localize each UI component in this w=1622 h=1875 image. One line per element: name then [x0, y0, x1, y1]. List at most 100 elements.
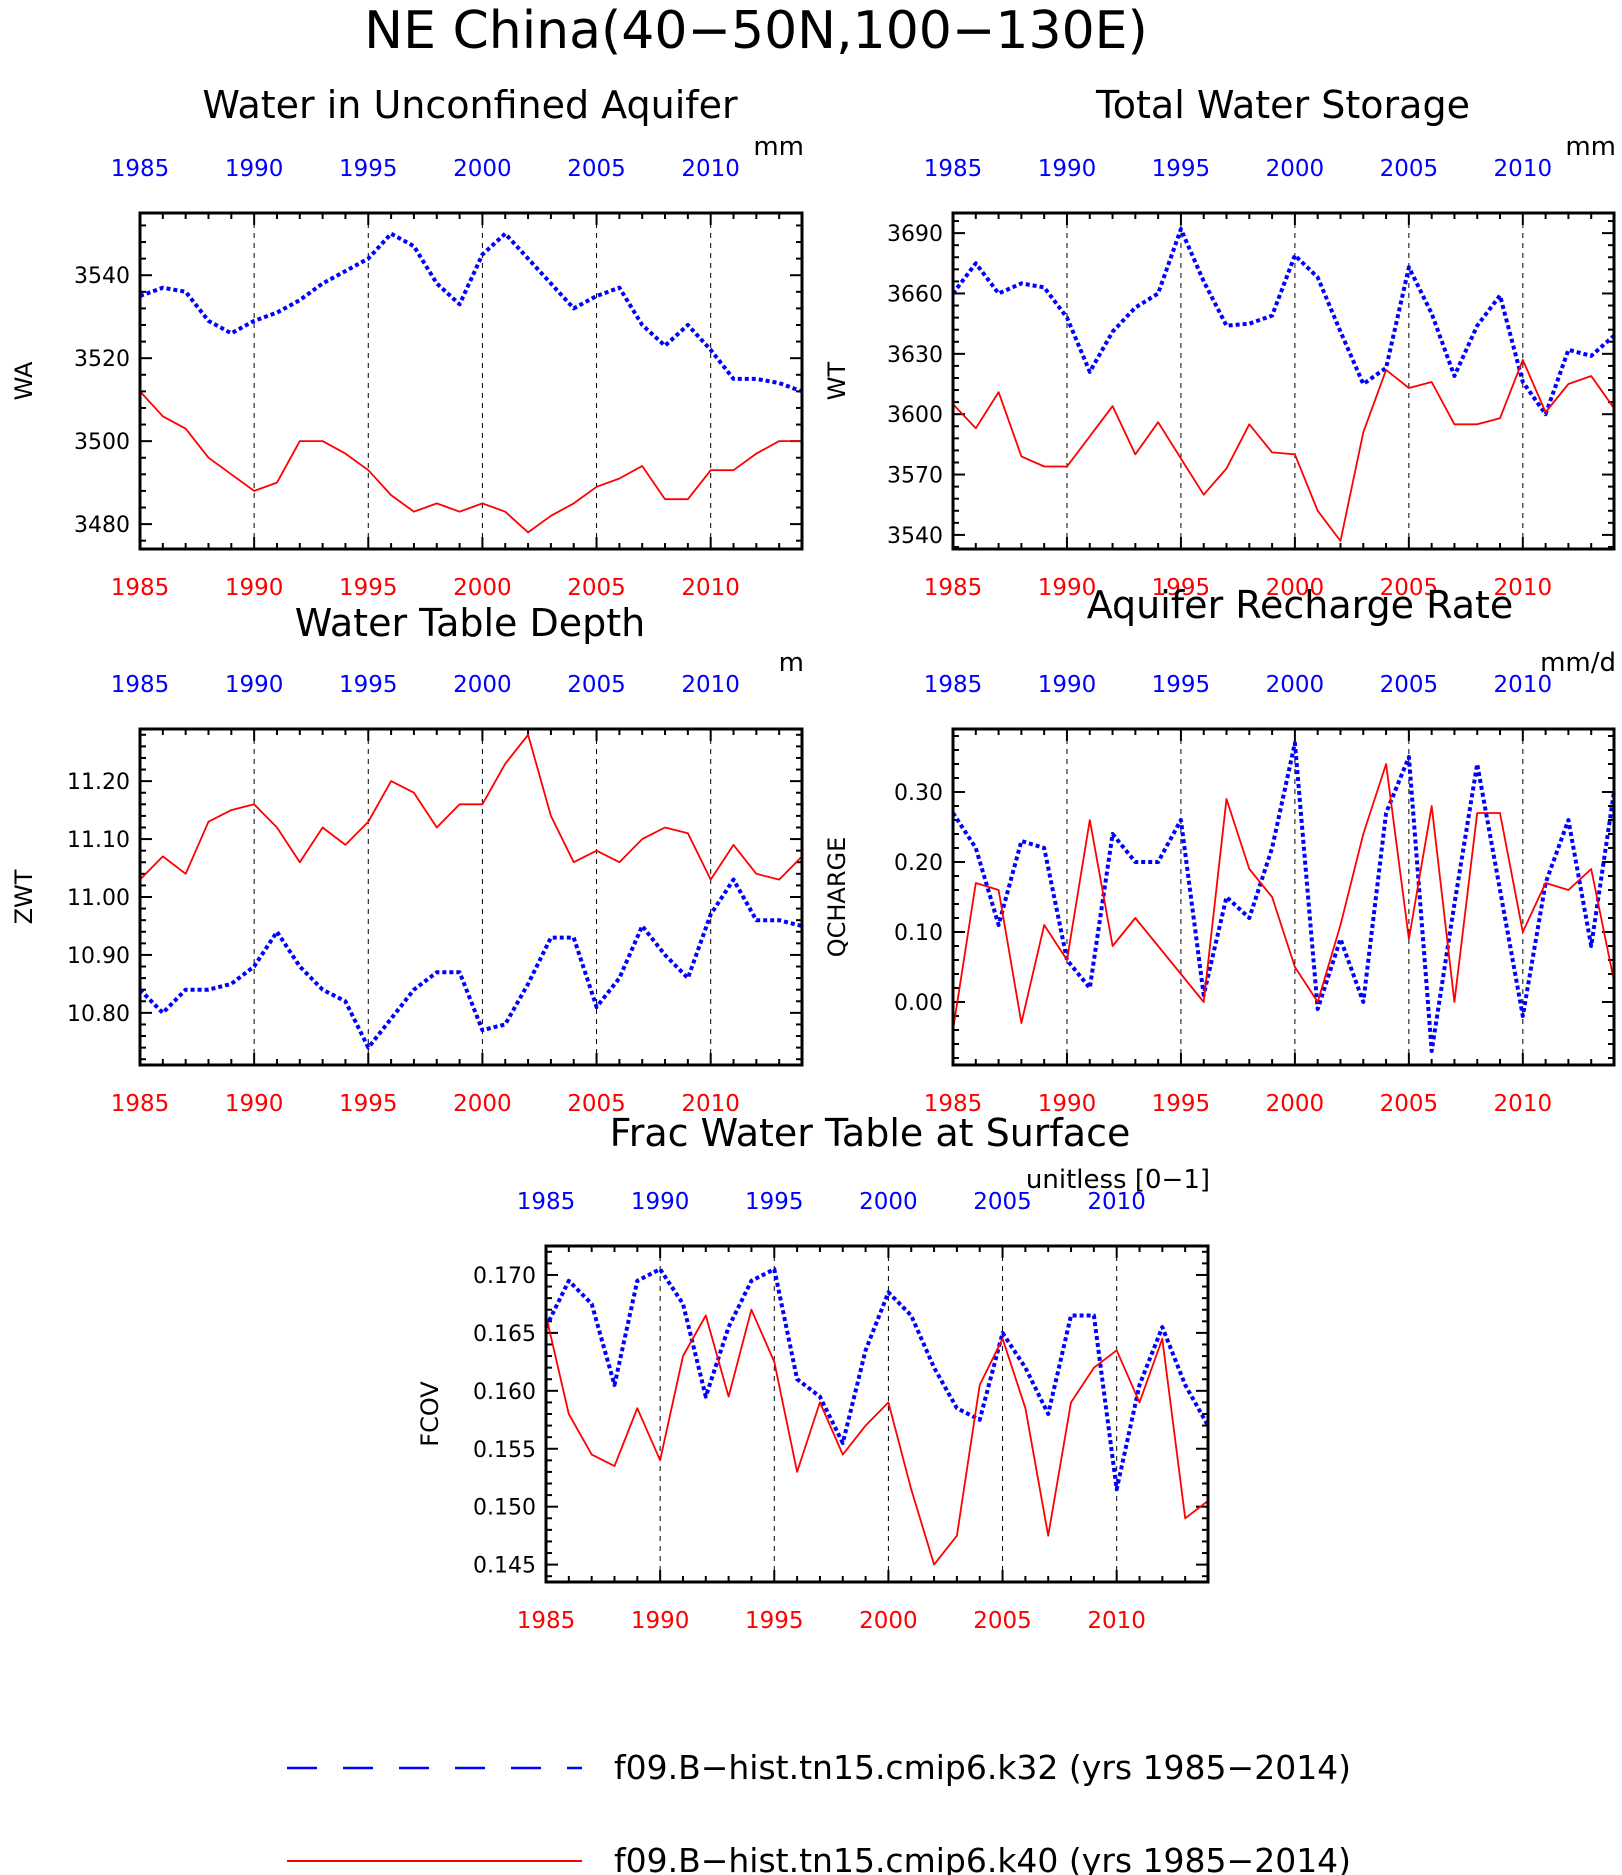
- x-tick-label-bottom: 1995: [339, 1091, 398, 1117]
- y-tick-label: 0.20: [894, 851, 943, 876]
- x-tick-label-top: 2005: [567, 156, 626, 182]
- panel-units: mm: [1565, 132, 1616, 162]
- x-tick-label-bottom: 2005: [567, 1091, 626, 1117]
- y-tick-label: 0.165: [473, 1322, 536, 1347]
- y-axis-label: ZWT: [10, 869, 38, 924]
- y-tick-label: 0.00: [894, 991, 943, 1016]
- x-tick-label-bottom: 1990: [225, 1091, 284, 1117]
- panel-title: Total Water Storage: [1095, 83, 1470, 127]
- series-line-k32: [951, 741, 1616, 1053]
- y-axis-label: QCHARGE: [823, 837, 851, 958]
- chart-panel-2: Total Water Storage mm 3540 3570 3600 3630 366…: [823, 83, 1616, 601]
- x-tick-label-top: 2005: [1380, 156, 1439, 182]
- x-tick-label-top: 1995: [339, 156, 398, 182]
- x-tick-label-bottom: 2010: [681, 1091, 740, 1117]
- y-tick-label: 0.10: [894, 921, 943, 946]
- x-tick-label-bottom: 2000: [453, 1091, 512, 1117]
- y-tick-label: 3570: [887, 464, 943, 489]
- x-tick-label-top: 1990: [1038, 672, 1097, 698]
- x-tick-label-bottom: 2000: [1266, 1091, 1325, 1117]
- y-tick-label: 11.20: [67, 770, 130, 795]
- x-tick-label-top: 2005: [567, 672, 626, 698]
- x-tick-label-top: 1990: [225, 672, 284, 698]
- series-line-k32: [544, 1267, 1210, 1492]
- panel-units: unitless [0−1]: [1026, 1165, 1210, 1195]
- x-tick-label-top: 2005: [973, 1189, 1032, 1215]
- plot-frame: [544, 1244, 1210, 1584]
- chart-panel-4: Aquifer Recharge Rate mm/d 0.00 0.10 0.20 0.3…: [823, 583, 1616, 1117]
- x-tick-label-top: 2010: [681, 672, 740, 698]
- plot-frame: [951, 727, 1616, 1067]
- x-tick-label-top: 1985: [111, 672, 170, 698]
- x-tick-label-top: 2005: [1380, 672, 1439, 698]
- x-tick-label-top: 1985: [924, 156, 983, 182]
- y-axis-label: WA: [10, 361, 38, 400]
- x-tick-label-bottom: 2000: [453, 575, 512, 601]
- x-tick-label-bottom: 1985: [517, 1608, 576, 1634]
- x-tick-label-top: 1995: [1152, 672, 1211, 698]
- x-tick-label-top: 2010: [1087, 1189, 1146, 1215]
- x-tick-label-bottom: 2010: [1494, 1091, 1553, 1117]
- panel-title: Aquifer Recharge Rate: [1087, 583, 1514, 627]
- x-tick-label-top: 2010: [681, 156, 740, 182]
- x-tick-label-bottom: 2005: [567, 575, 626, 601]
- x-tick-label-bottom: 2005: [973, 1608, 1032, 1634]
- plot-frame: [951, 211, 1616, 551]
- chart-panels: Water in Unconfined Aquifer mm 3480 3500 352…: [10, 83, 1616, 1634]
- x-tick-label-bottom: 1990: [631, 1608, 690, 1634]
- x-tick-label-top: 2010: [1494, 156, 1553, 182]
- y-tick-label: 3600: [887, 403, 943, 428]
- panel-units: m: [779, 648, 804, 678]
- legend-label-k32: f09.B−hist.tn15.cmip6.k32 (yrs 1985−2014…: [614, 1748, 1351, 1787]
- y-tick-label: 3630: [887, 343, 943, 368]
- x-tick-label-bottom: 1985: [924, 575, 983, 601]
- y-tick-label: 0.170: [473, 1264, 536, 1289]
- series-line-k40: [545, 1308, 1209, 1566]
- y-tick-label: 3540: [887, 524, 943, 549]
- x-tick-label-bottom: 1990: [1038, 575, 1097, 601]
- legend-label-k40: f09.B−hist.tn15.cmip6.k40 (yrs 1985−2014…: [614, 1841, 1351, 1875]
- y-tick-label: 3480: [74, 513, 130, 538]
- panel-title: Water in Unconfined Aquifer: [202, 83, 738, 127]
- y-tick-label: 3540: [74, 264, 130, 289]
- y-tick-label: 0.150: [473, 1496, 536, 1521]
- x-tick-label-top: 1985: [924, 672, 983, 698]
- y-tick-label: 0.155: [473, 1438, 536, 1463]
- x-tick-label-top: 1990: [1038, 156, 1097, 182]
- x-tick-label-top: 2000: [859, 1189, 918, 1215]
- legend: f09.B−hist.tn15.cmip6.k32 (yrs 1985−2014…: [287, 1748, 1351, 1875]
- y-tick-label: 10.80: [67, 1002, 130, 1027]
- x-tick-label-top: 2000: [453, 156, 512, 182]
- x-tick-label-bottom: 1995: [339, 575, 398, 601]
- y-tick-label: 11.00: [67, 886, 130, 911]
- y-tick-label: 3500: [74, 430, 130, 455]
- y-tick-label: 11.10: [67, 828, 130, 853]
- x-tick-label-bottom: 2005: [1380, 575, 1439, 601]
- x-tick-label-top: 2000: [1266, 672, 1325, 698]
- x-tick-label-bottom: 1990: [1038, 1091, 1097, 1117]
- x-tick-label-bottom: 2010: [1494, 575, 1553, 601]
- y-axis-label: FCOV: [416, 1381, 444, 1447]
- figure-title: NE China(40−50N,100−130E): [364, 1, 1148, 61]
- x-tick-label-bottom: 2000: [859, 1608, 918, 1634]
- panel-title: Frac Water Table at Surface: [610, 1111, 1131, 1155]
- y-tick-label: 0.160: [473, 1380, 536, 1405]
- y-tick-label: 0.30: [894, 781, 943, 806]
- x-tick-label-bottom: 1995: [1152, 575, 1211, 601]
- chart-panel-1: Water in Unconfined Aquifer mm 3480 3500 352…: [10, 83, 804, 601]
- y-tick-label: 10.90: [67, 944, 130, 969]
- y-tick-label: 3520: [74, 347, 130, 372]
- series-line-k32: [139, 231, 803, 394]
- plot-frame: [138, 211, 804, 551]
- x-tick-label-bottom: 1990: [225, 575, 284, 601]
- x-tick-label-top: 2000: [1266, 156, 1325, 182]
- x-tick-label-bottom: 1995: [1152, 1091, 1211, 1117]
- panel-units: mm: [753, 132, 804, 162]
- series-line-k40: [139, 390, 802, 534]
- series-line-k32: [951, 227, 1616, 417]
- chart-panel-3: Water Table Depth m 10.80 10.90 11.00 11.10 11…: [10, 601, 804, 1117]
- x-tick-label-bottom: 2000: [1266, 575, 1325, 601]
- series-line-k32: [138, 877, 803, 1050]
- y-axis-label: WT: [823, 361, 851, 400]
